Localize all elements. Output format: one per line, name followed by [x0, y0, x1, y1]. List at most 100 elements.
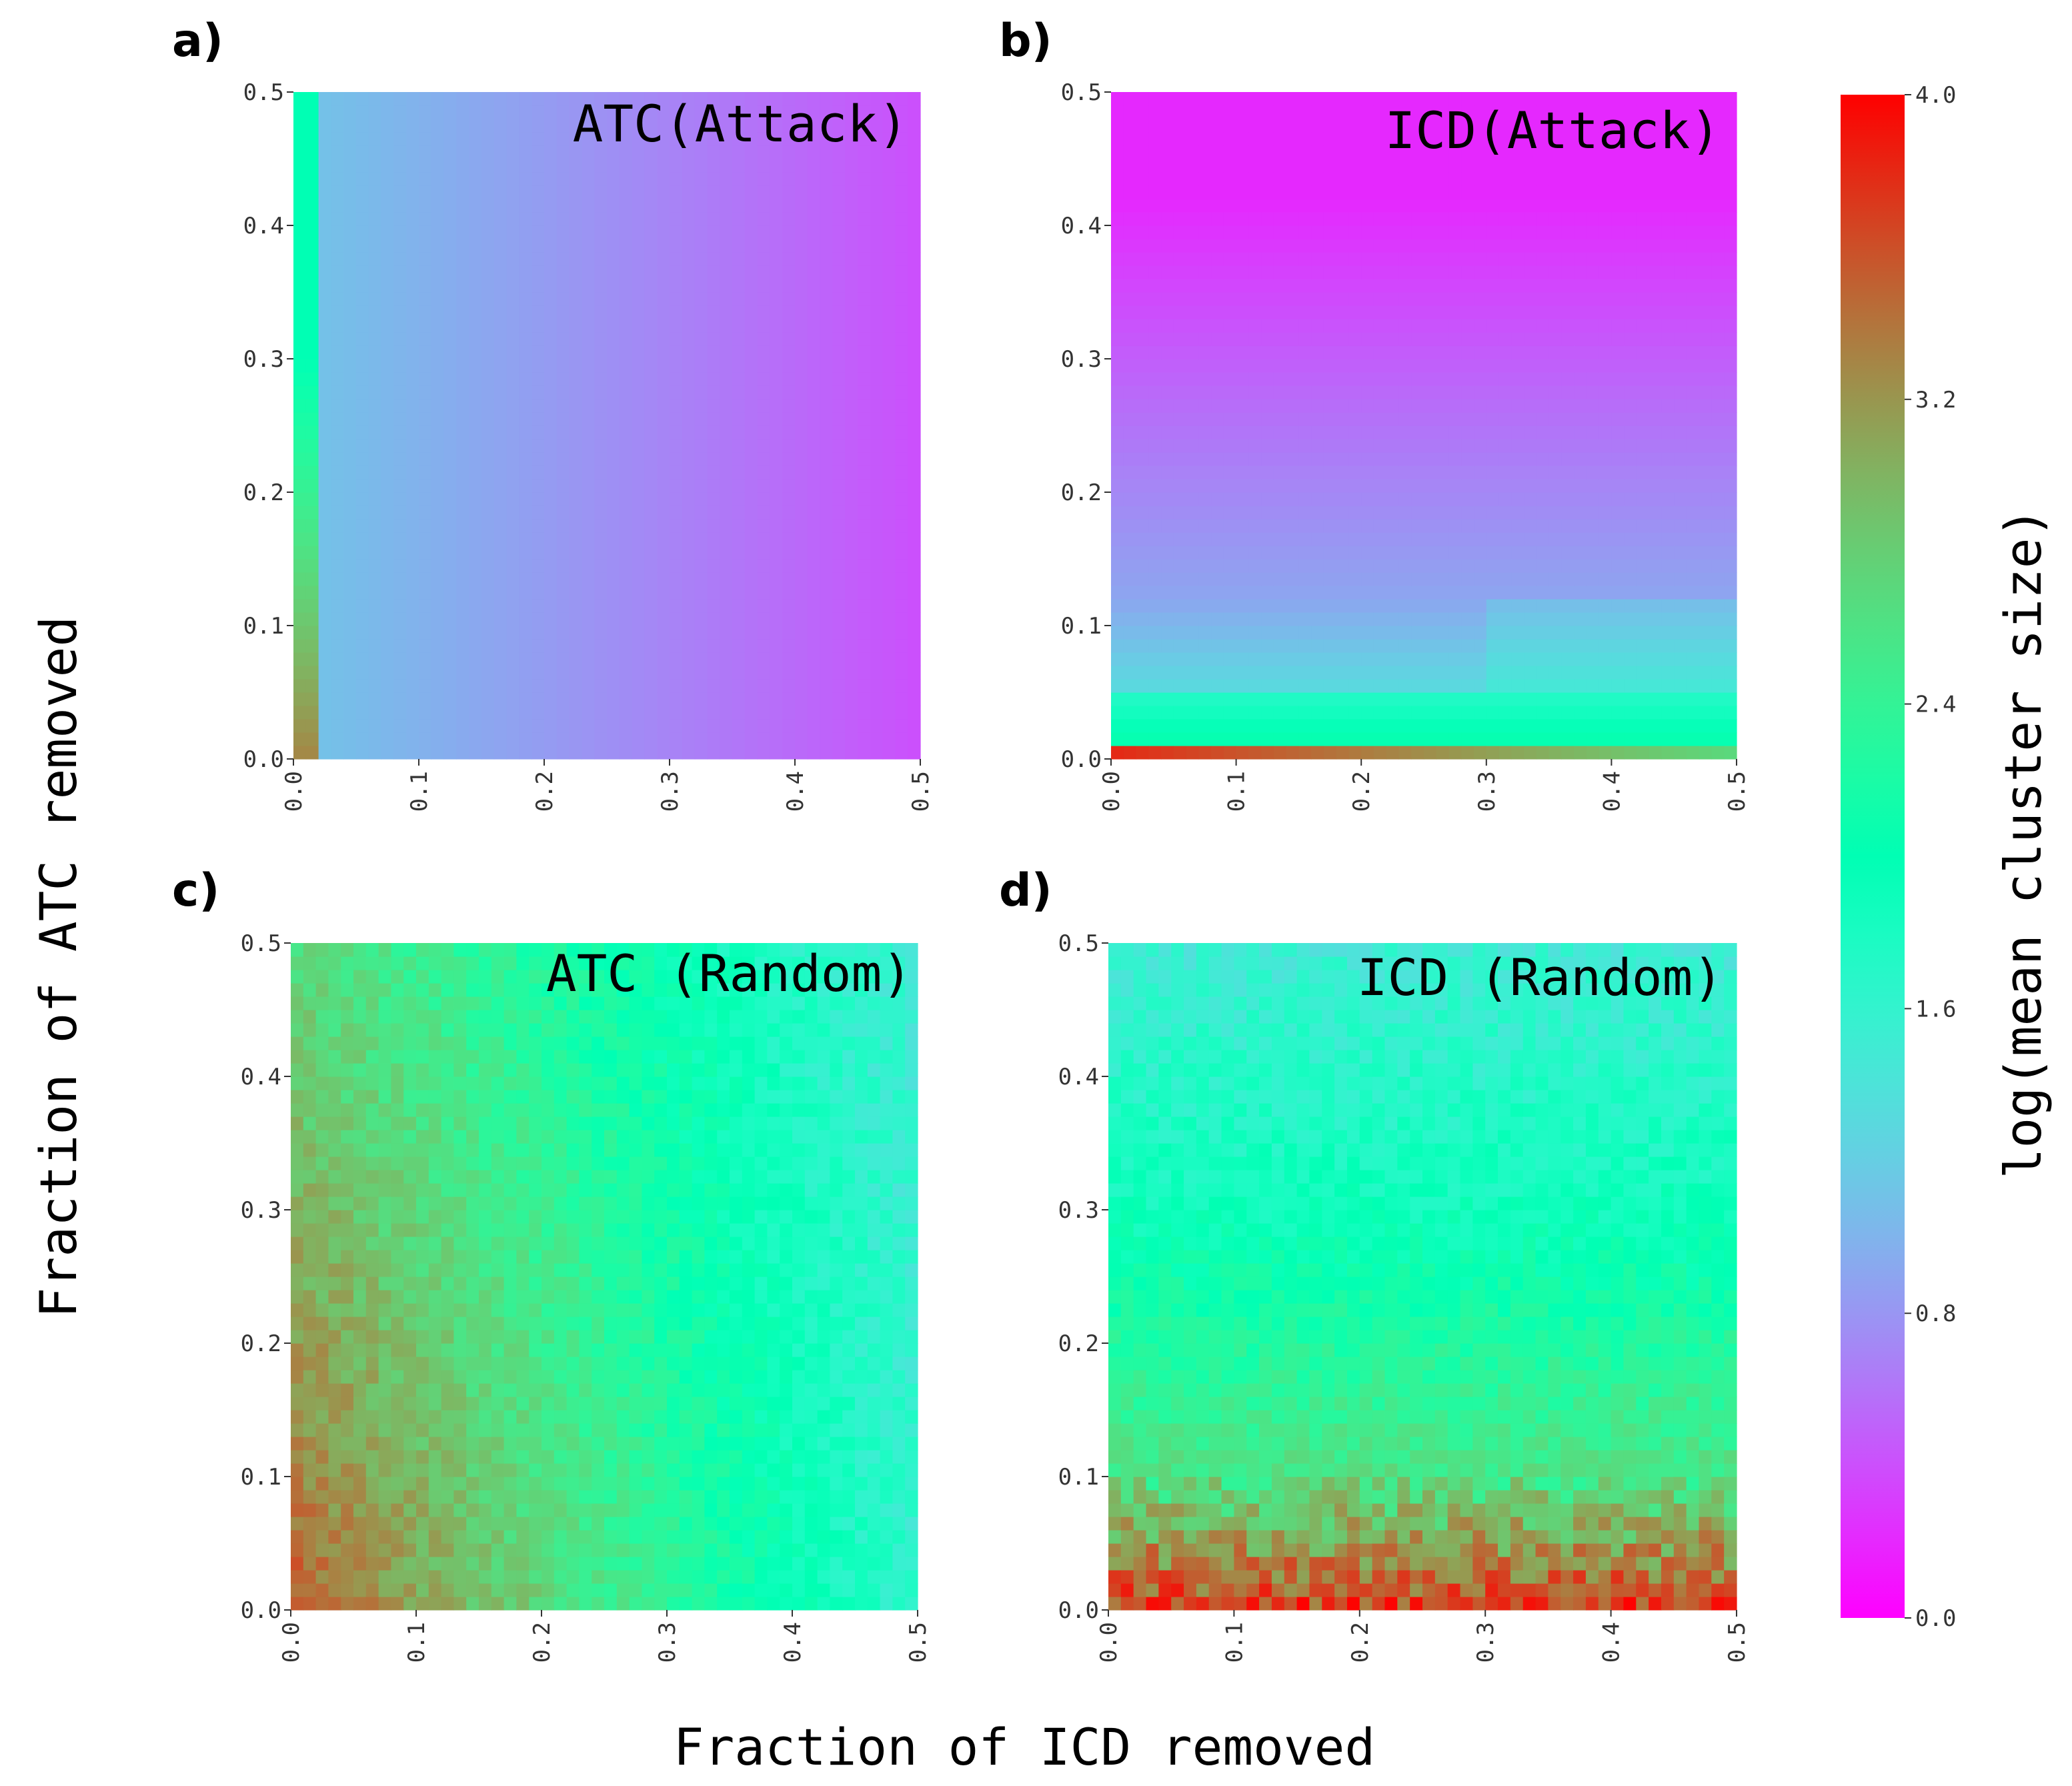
heatmap-cell — [1711, 319, 1725, 333]
heatmap-cell — [1636, 225, 1650, 239]
heatmap-cell — [393, 412, 407, 426]
heatmap-cell — [293, 532, 307, 546]
heatmap-cell — [657, 372, 670, 386]
heatmap-cell — [1386, 305, 1400, 319]
heatmap-cell — [694, 385, 708, 399]
heatmap-cell — [419, 626, 432, 640]
heatmap-cell — [694, 425, 708, 439]
heatmap-cell — [644, 119, 658, 133]
heatmap-cell — [1536, 692, 1550, 706]
heatmap-cell — [870, 652, 884, 666]
heatmap-cell — [406, 199, 419, 213]
heatmap-cell — [908, 532, 921, 546]
heatmap-cell — [895, 719, 908, 733]
heatmap-cell — [1661, 612, 1675, 626]
heatmap-cell — [1386, 666, 1400, 680]
heatmap-cell — [1386, 479, 1400, 493]
heatmap-cell — [1111, 279, 1124, 293]
heatmap-cell — [757, 692, 770, 706]
heatmap-cell — [419, 679, 432, 693]
heatmap-cell — [469, 492, 482, 506]
heatmap-cell — [607, 479, 620, 493]
heatmap-cell — [858, 492, 871, 506]
heatmap-cell — [1424, 185, 1437, 199]
heatmap-cell — [532, 692, 545, 706]
heatmap-cell — [1286, 639, 1299, 653]
heatmap-cell — [1198, 506, 1212, 520]
heatmap-cell — [1548, 559, 1562, 573]
heatmap-cell — [532, 292, 545, 306]
heatmap-cell — [670, 732, 683, 746]
heatmap-cell — [1711, 385, 1725, 399]
heatmap-cell — [1298, 639, 1312, 653]
heatmap-cell — [1348, 425, 1362, 439]
heatmap-cell — [770, 639, 783, 653]
heatmap-cell — [1236, 452, 1249, 466]
heatmap-cell — [1248, 679, 1262, 693]
heatmap-cell — [1223, 679, 1237, 693]
heatmap-cell — [757, 199, 770, 213]
heatmap-cell — [1161, 305, 1174, 319]
heatmap-cell — [720, 292, 733, 306]
heatmap-cell — [443, 292, 457, 306]
heatmap-cell — [456, 452, 469, 466]
heatmap-cell — [1311, 239, 1324, 253]
heatmap-cell — [569, 172, 582, 186]
heatmap-cell — [858, 572, 871, 586]
heatmap-cell — [1211, 252, 1224, 266]
heatmap-cell — [707, 279, 720, 293]
heatmap-cell — [720, 412, 733, 426]
heatmap-cell — [443, 305, 457, 319]
heatmap-cell — [1186, 466, 1199, 480]
heatmap-cell — [1411, 92, 1424, 106]
heatmap-cell — [1211, 319, 1224, 333]
heatmap-cell — [1136, 519, 1149, 533]
heatmap-cell — [1711, 372, 1725, 386]
heatmap-cell — [1524, 305, 1537, 319]
heatmap-cell — [594, 559, 608, 573]
heatmap-cell — [544, 172, 558, 186]
heatmap-cell — [1636, 159, 1650, 173]
heatmap-cell — [556, 172, 570, 186]
heatmap-cell — [1448, 746, 1462, 760]
heatmap-cell — [1661, 439, 1675, 453]
heatmap-cell — [431, 319, 445, 333]
heatmap-cell — [1649, 479, 1663, 493]
heatmap-cell — [582, 105, 595, 119]
heatmap-cell — [293, 305, 307, 319]
heatmap-cell — [757, 732, 770, 746]
heatmap-cell — [1711, 105, 1725, 119]
heatmap-cell — [431, 359, 445, 373]
heatmap-cell — [1398, 159, 1412, 173]
heatmap-cell — [1323, 732, 1337, 746]
heatmap-cell — [908, 666, 921, 680]
heatmap-cell — [1411, 359, 1424, 373]
heatmap-cell — [657, 225, 670, 239]
heatmap-cell — [1724, 586, 1737, 600]
heatmap-cell — [607, 626, 620, 640]
heatmap-cell — [431, 719, 445, 733]
heatmap-cell — [1261, 305, 1274, 319]
heatmap-cell — [532, 506, 545, 520]
heatmap-cell — [1511, 132, 1524, 146]
heatmap-cell — [1524, 732, 1537, 746]
heatmap-cell — [1336, 385, 1350, 399]
heatmap-cell — [1361, 692, 1374, 706]
heatmap-cell — [569, 332, 582, 346]
heatmap-cell — [1649, 265, 1663, 279]
heatmap-cell — [682, 719, 696, 733]
heatmap-cell — [493, 425, 507, 439]
heatmap-cell — [1223, 412, 1237, 426]
heatmap-cell — [594, 385, 608, 399]
heatmap-cell — [368, 626, 382, 640]
heatmap-cell — [782, 519, 796, 533]
heatmap-cell — [682, 252, 696, 266]
heatmap-cell — [1198, 746, 1212, 760]
heatmap-cell — [1461, 305, 1474, 319]
heatmap-cell — [632, 199, 645, 213]
heatmap-cell — [1624, 145, 1637, 159]
heatmap-cell — [431, 385, 445, 399]
heatmap-cell — [544, 105, 558, 119]
heatmap-cell — [1574, 172, 1587, 186]
heatmap-cell — [1624, 225, 1637, 239]
